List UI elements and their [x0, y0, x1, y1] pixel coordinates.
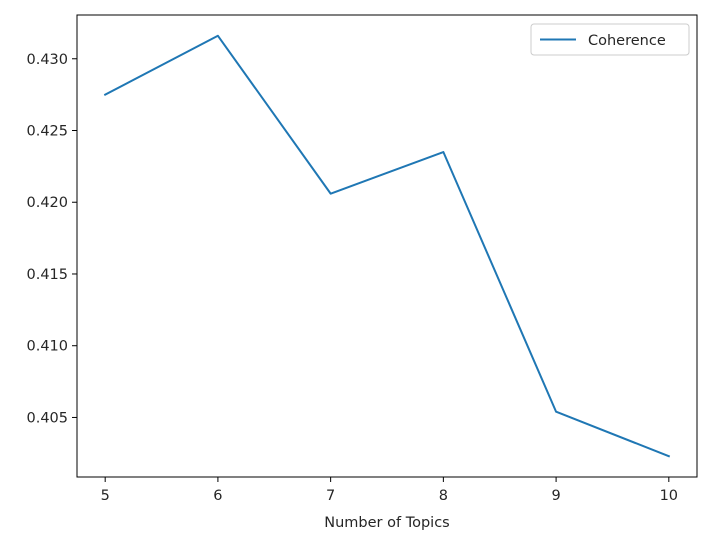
y-tick-label: 0.430	[26, 52, 68, 68]
x-axis: 5 6 7 8 9 10	[101, 477, 678, 504]
y-axis: 0.405 0.410 0.415 0.420 0.425 0.430	[26, 52, 77, 426]
legend: Coherence	[530, 23, 690, 56]
x-tick-label: 10	[660, 488, 678, 504]
y-tick-label: 0.415	[26, 267, 68, 283]
x-tick-label: 5	[101, 488, 110, 504]
x-tick-label: 8	[439, 488, 448, 504]
y-tick-label: 0.420	[26, 195, 68, 211]
x-tick-label: 7	[326, 488, 335, 504]
plot-frame	[76, 14, 698, 478]
plot-background	[77, 15, 697, 477]
x-tick-label: 6	[213, 488, 222, 504]
x-axis-label: Number of Topics	[324, 515, 449, 531]
y-tick-label: 0.410	[26, 339, 68, 355]
y-tick-label: 0.405	[26, 410, 68, 426]
legend-box	[530, 23, 690, 56]
x-tick-label: 9	[551, 488, 560, 504]
legend-label-coherence: Coherence	[588, 33, 666, 49]
series-line-coherence	[103, 34, 671, 458]
y-tick-label: 0.425	[26, 124, 68, 140]
